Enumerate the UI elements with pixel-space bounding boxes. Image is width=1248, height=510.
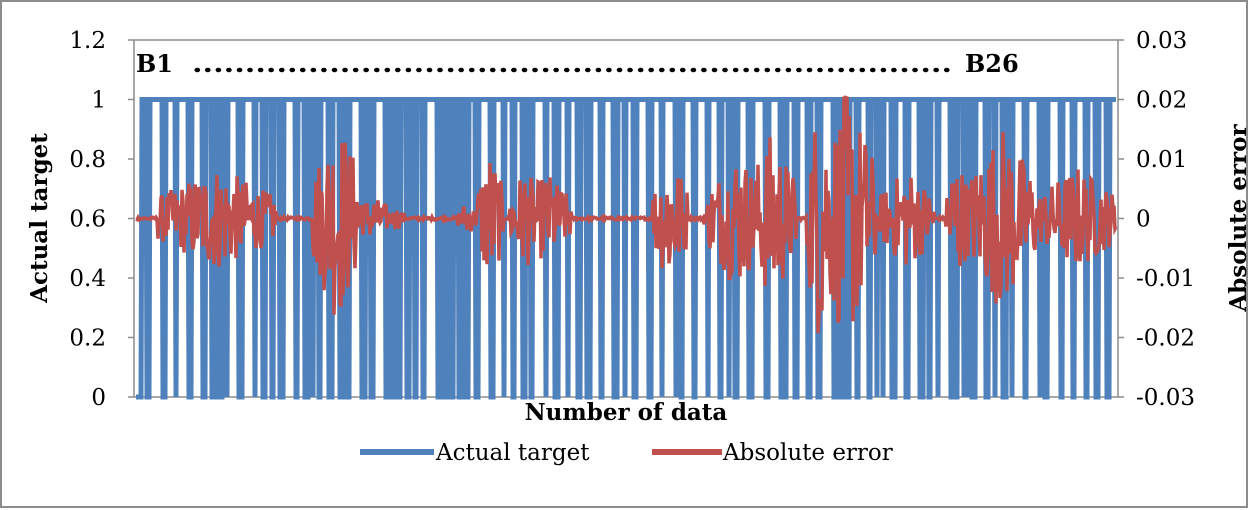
right-tick-label: -0.03	[1136, 385, 1195, 411]
right-tick-label: -0.01	[1136, 266, 1195, 292]
left-tick-label: 0.6	[69, 207, 106, 233]
right-tick-label: 0.03	[1136, 28, 1187, 54]
right-tick-label: 0.01	[1136, 147, 1187, 173]
y-axis-title: Actual target	[26, 133, 53, 304]
left-axis-ticks: 0 0.2 0.4 0.6 0.8 1 1.2	[69, 28, 134, 411]
left-tick-label: 0.8	[69, 147, 106, 173]
left-tick-label: 1	[91, 88, 106, 114]
annotation-dots: ........................................…	[192, 49, 952, 78]
x-axis-title: Number of data	[525, 399, 728, 426]
left-tick-label: 0.2	[69, 326, 106, 352]
annotation-b26: B26	[965, 49, 1019, 78]
left-tick-label: 1.2	[69, 28, 106, 54]
y2-axis-title: Absolute error	[1225, 123, 1248, 312]
series-absolute-error	[135, 95, 1118, 334]
legend-label-actual-target: Actual target	[435, 440, 590, 466]
left-tick-label: 0	[91, 385, 106, 411]
right-axis-ticks: -0.03 -0.02 -0.01 0 0.01 0.02 0.03	[1118, 28, 1195, 411]
right-tick-label: 0	[1136, 207, 1151, 233]
annotation-b1: B1	[136, 49, 173, 78]
left-tick-label: 0.4	[69, 266, 106, 292]
legend-label-absolute-error: Absolute error	[722, 440, 893, 466]
legend: Actual target Absolute error	[360, 440, 893, 466]
right-tick-label: -0.02	[1136, 326, 1195, 352]
right-tick-label: 0.02	[1136, 88, 1187, 114]
series-line-absolute-error	[135, 95, 1118, 334]
